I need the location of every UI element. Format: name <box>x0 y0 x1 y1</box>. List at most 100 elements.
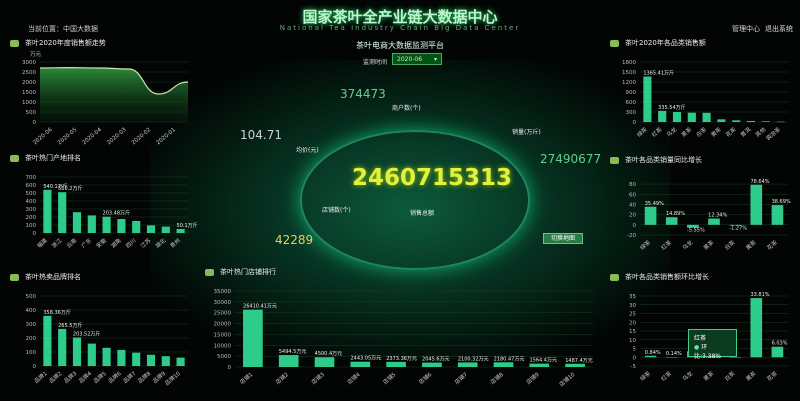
y-tick-label: 300 <box>626 110 637 116</box>
bar <box>457 362 478 367</box>
x-tick-label: 2020-03 <box>106 127 128 147</box>
bar <box>750 298 763 358</box>
bar <box>146 225 156 233</box>
y-tick-label: 1200 <box>622 80 636 86</box>
x-tick-label: 品牌5 <box>92 369 109 385</box>
y-tick-label: 35 <box>629 294 636 300</box>
leaf-icon <box>10 39 19 47</box>
x-tick-label: 店铺10 <box>557 370 576 388</box>
admin-link[interactable]: 管理中心 <box>732 25 760 33</box>
y-tick-label: 0 <box>633 223 637 229</box>
chart-svg: 0 5000 10000 15000 20000 25000 30000 35000 店铺1 店铺… <box>214 289 593 388</box>
bar <box>687 224 699 228</box>
x-tick-label: 店铺2 <box>274 370 290 385</box>
data-label: 2100.32万元 <box>458 356 489 362</box>
panel-title: 茶叶热门店铺排行 <box>205 267 276 277</box>
bar <box>771 346 784 358</box>
y-tick-label: 2500 <box>22 70 36 76</box>
x-tick-label: 广东 <box>80 236 94 250</box>
panel-title: 茶叶热门产地排名 <box>10 153 81 163</box>
x-tick-label: 店铺3 <box>310 370 327 386</box>
bar <box>350 361 371 367</box>
y-tick-label: 200 <box>26 215 37 221</box>
sales-trend-panel: 茶叶2020年度销售额走势 0 500 1000 1500 2000 2500 3000 万元 2… <box>0 38 200 150</box>
bar <box>146 354 156 366</box>
data-label: 14.89% <box>666 211 685 217</box>
data-label: 6.03% <box>772 341 788 347</box>
switch-map-button[interactable]: 切换地图 <box>543 233 583 244</box>
x-tick-label: 店铺5 <box>381 370 398 386</box>
bar <box>771 205 784 225</box>
bar <box>278 355 299 367</box>
category-sales-panel: 茶叶2020年各品类销售额 0 300 600 900 1200 1500 1800 绿茶 红茶乌… <box>600 38 800 150</box>
x-tick-label: 店铺9 <box>524 370 541 386</box>
data-label: 38.69% <box>772 199 791 205</box>
x-tick-label: 花茶 <box>724 125 738 139</box>
y-tick-label: 40 <box>629 202 636 208</box>
data-label: 1487.4万元 <box>565 358 593 364</box>
x-tick-label: 湖南 <box>109 236 123 250</box>
date-value: 2020-06 <box>397 56 423 63</box>
bar <box>72 337 82 366</box>
bar <box>102 216 111 233</box>
x-tick-label: 乌龙 <box>681 238 695 252</box>
filter-label: 监测时间 <box>363 59 388 66</box>
data-label: 510.2万斤 <box>58 185 82 192</box>
area-fill <box>40 67 188 122</box>
bar <box>176 357 185 366</box>
bar <box>746 121 756 122</box>
panel-title-text: 茶叶各品类销量同比增长 <box>625 156 702 164</box>
data-label: 203.52万斤 <box>73 331 101 338</box>
y-tick-label: 200 <box>26 336 37 342</box>
bar <box>161 226 170 233</box>
x-tick-label: 品牌7 <box>121 369 138 385</box>
x-tick-label: 黄茶 <box>744 238 758 252</box>
y-tick-label: 0 <box>33 364 37 370</box>
x-tick-label: 普洱 <box>739 125 753 139</box>
date-select[interactable]: 2020-06 ▾ <box>392 53 442 65</box>
y-tick-label: 2000 <box>22 80 36 86</box>
y-tick-label: 0 <box>33 231 37 237</box>
data-label: 5494.5万元 <box>279 349 307 355</box>
x-tick-label: 白茶 <box>723 369 737 383</box>
center-ring <box>300 130 530 270</box>
x-tick-label: 2020-05 <box>57 127 79 147</box>
y-tick-label: 0 <box>633 120 637 126</box>
chevron-down-icon: ▾ <box>433 56 437 63</box>
y-tick-label: 600 <box>26 183 37 189</box>
bar <box>708 357 720 358</box>
data-label: 0.84% <box>645 350 661 356</box>
brand-ranking-panel: 茶叶热卖品牌排名 0 100 200 300 400 500 品牌1 品牌2 品牌3 品牌4 品牌5 品… <box>0 272 200 394</box>
x-tick-label: 2020-01 <box>155 127 176 146</box>
shop-ranking-panel: 茶叶热门店铺排行 0 5000 10000 15000 20000 25000 30000 35… <box>195 267 605 395</box>
x-tick-label: 花茶 <box>765 369 779 383</box>
x-tick-label: 江苏 <box>139 236 153 250</box>
breadcrumb: 当前位置：中国大数据 <box>28 25 98 33</box>
data-label: 12.34% <box>708 213 727 219</box>
y-tick-label: 5 <box>633 347 637 353</box>
chart-svg: 0 100 200 300 400 500 品牌1 品牌2 品牌3 品牌4 品牌5 品牌6 品牌7 品牌8… <box>26 294 188 387</box>
y-tick-label: 500 <box>26 110 37 116</box>
leaf-icon <box>610 39 619 47</box>
bar <box>750 184 763 225</box>
data-label: 2045.6万元 <box>422 357 450 363</box>
leaf-icon <box>10 154 19 162</box>
logout-link[interactable]: 退出系统 <box>765 25 793 33</box>
stat-price-value: 104.71 <box>240 128 282 142</box>
y-tick-label: 15000 <box>214 332 232 338</box>
y-tick-label: 1800 <box>622 60 636 66</box>
bar <box>687 112 696 122</box>
x-tick-label: 黑茶 <box>680 125 694 139</box>
bar <box>314 357 335 367</box>
x-tick-label: 品牌10 <box>163 369 182 387</box>
x-tick-label: 绿茶 <box>638 369 652 383</box>
x-tick-label: 店铺1 <box>238 370 254 385</box>
data-label: 2373.36万元 <box>386 356 417 362</box>
data-label: 35.49% <box>645 201 664 207</box>
y-tick-label: 0 <box>33 120 37 126</box>
panel-title-text: 茶叶热卖品牌排名 <box>25 273 81 281</box>
bar <box>729 224 741 226</box>
x-tick-label: 黑茶 <box>702 369 716 383</box>
data-label: 265.5万斤 <box>58 322 82 329</box>
y-tick-label: -20 <box>627 233 636 239</box>
